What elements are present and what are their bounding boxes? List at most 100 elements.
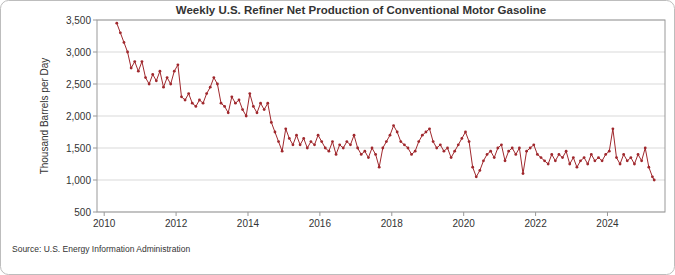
point bbox=[611, 127, 614, 130]
point bbox=[464, 131, 467, 134]
point bbox=[367, 156, 370, 159]
series-line bbox=[117, 23, 654, 180]
point bbox=[331, 140, 334, 143]
point bbox=[169, 83, 172, 86]
point bbox=[417, 140, 420, 143]
grid-line bbox=[97, 116, 665, 117]
point bbox=[277, 140, 280, 143]
tick bbox=[319, 212, 320, 216]
point bbox=[597, 156, 600, 159]
point bbox=[281, 150, 284, 153]
tick bbox=[93, 116, 97, 117]
point bbox=[568, 163, 571, 166]
point bbox=[378, 166, 381, 169]
point bbox=[130, 67, 133, 70]
point bbox=[259, 102, 262, 105]
point bbox=[159, 70, 162, 73]
point bbox=[392, 124, 395, 127]
point bbox=[241, 108, 244, 111]
point bbox=[194, 105, 197, 108]
grid-line bbox=[97, 52, 665, 53]
point bbox=[115, 22, 118, 25]
point bbox=[608, 150, 611, 153]
point bbox=[425, 131, 428, 134]
point bbox=[514, 153, 517, 156]
border bbox=[1, 1, 675, 275]
point bbox=[637, 153, 640, 156]
point bbox=[435, 147, 438, 150]
grid-line bbox=[97, 148, 665, 149]
point bbox=[590, 153, 593, 156]
point bbox=[626, 159, 629, 162]
point bbox=[119, 31, 122, 34]
point bbox=[640, 159, 643, 162]
point bbox=[320, 140, 323, 143]
point bbox=[407, 147, 410, 150]
tick-label: 2,000 bbox=[66, 111, 91, 122]
point bbox=[381, 147, 384, 150]
point bbox=[302, 137, 305, 140]
tick bbox=[93, 20, 97, 21]
point bbox=[583, 156, 586, 159]
chart: Weekly U.S. Refiner Net Production of Co… bbox=[0, 0, 675, 275]
tick bbox=[607, 212, 608, 216]
point bbox=[295, 134, 298, 137]
point bbox=[284, 127, 287, 130]
point bbox=[317, 134, 320, 137]
tick-label: 2016 bbox=[309, 218, 332, 229]
point bbox=[540, 156, 543, 159]
point bbox=[522, 172, 525, 175]
point bbox=[309, 140, 312, 143]
point bbox=[450, 156, 453, 159]
tick-label: 2018 bbox=[381, 218, 404, 229]
point bbox=[547, 163, 550, 166]
point bbox=[270, 121, 273, 124]
tick bbox=[93, 148, 97, 149]
point bbox=[238, 99, 241, 102]
point bbox=[432, 140, 435, 143]
point bbox=[615, 156, 618, 159]
point bbox=[475, 175, 478, 178]
tick-label: 1,500 bbox=[66, 143, 91, 154]
point bbox=[460, 137, 463, 140]
point bbox=[220, 102, 223, 105]
point bbox=[622, 153, 625, 156]
point bbox=[511, 147, 514, 150]
point bbox=[327, 150, 330, 153]
point bbox=[227, 111, 230, 114]
point bbox=[651, 175, 654, 178]
point bbox=[223, 105, 226, 108]
point bbox=[529, 147, 532, 150]
point bbox=[525, 150, 528, 153]
point bbox=[558, 153, 561, 156]
tick bbox=[247, 212, 248, 216]
point bbox=[565, 150, 568, 153]
point bbox=[234, 102, 237, 105]
point bbox=[180, 95, 183, 98]
point bbox=[410, 153, 413, 156]
point bbox=[507, 150, 510, 153]
point bbox=[543, 159, 546, 162]
plot-area bbox=[115, 22, 655, 182]
point bbox=[216, 83, 219, 86]
tick-label: 2022 bbox=[524, 218, 547, 229]
point bbox=[230, 95, 233, 98]
point bbox=[342, 147, 345, 150]
point bbox=[155, 79, 158, 82]
point bbox=[133, 60, 136, 63]
point bbox=[579, 159, 582, 162]
tick bbox=[93, 84, 97, 85]
point bbox=[176, 63, 179, 66]
point bbox=[601, 159, 604, 162]
point bbox=[212, 76, 215, 79]
tick-label: 2014 bbox=[237, 218, 260, 229]
point bbox=[421, 134, 424, 137]
point bbox=[141, 60, 144, 63]
point bbox=[123, 41, 126, 44]
point bbox=[478, 169, 481, 172]
point bbox=[166, 76, 169, 79]
point bbox=[274, 131, 277, 134]
plot-frame bbox=[97, 20, 665, 212]
point bbox=[209, 86, 212, 89]
point bbox=[266, 102, 269, 105]
